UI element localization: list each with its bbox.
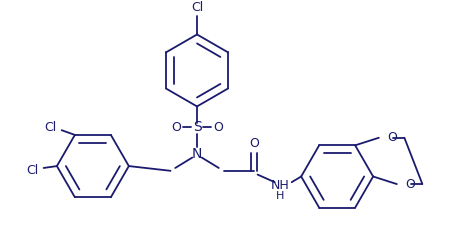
Text: Cl: Cl: [191, 0, 203, 14]
Text: O: O: [387, 131, 397, 144]
Text: H: H: [276, 191, 285, 201]
Text: O: O: [213, 121, 223, 134]
Text: O: O: [249, 137, 259, 150]
Text: O: O: [405, 178, 415, 191]
Text: Cl: Cl: [44, 121, 56, 134]
Text: O: O: [171, 121, 181, 134]
Text: S: S: [192, 120, 201, 134]
Text: NH: NH: [271, 180, 290, 192]
Text: Cl: Cl: [26, 164, 38, 177]
Text: N: N: [192, 147, 202, 161]
